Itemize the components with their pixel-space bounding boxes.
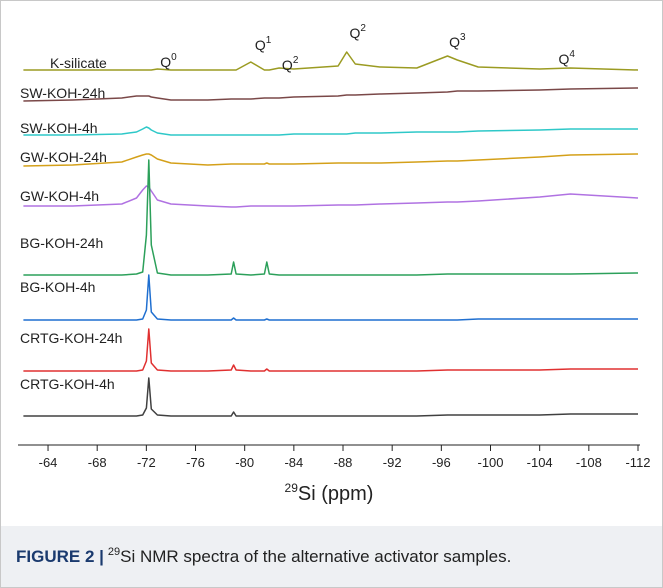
annotation-sup: 3 [460,32,466,43]
annotation: Q1 [255,35,272,53]
caption-sup: 29 [108,546,120,558]
annotation-label: Q [350,25,361,41]
series-label: BG-KOH-4h [20,279,95,295]
caption-label: FIGURE 2 | [16,547,104,566]
spectrum [23,153,639,167]
series-label: GW-KOH-4h [20,188,99,204]
x-tick-label: -104 [527,455,553,470]
spectrum [23,159,639,276]
annotation-label: Q [449,34,460,50]
spectrum [23,126,638,136]
x-tick-label: -92 [383,455,402,470]
series-label: CRTG-KOH-24h [20,330,122,346]
x-tick-label: -88 [334,455,353,470]
spectrum [23,87,639,102]
annotation-sup: 1 [266,35,272,46]
x-tick-label: -84 [284,455,303,470]
spectrum [23,274,638,321]
x-tick-label: -100 [477,455,503,470]
caption-background [1,526,662,587]
annotation: Q4 [558,49,575,67]
spectrum [23,51,639,71]
annotation: Q2 [282,55,299,73]
x-tick-label: -80 [235,455,254,470]
series-label: CRTG-KOH-4h [20,376,115,392]
x-axis-label: 29Si (ppm) [285,481,374,505]
annotation-label: Q [255,37,266,53]
annotation: Q3 [449,32,466,50]
annotation-label: Q [160,54,171,70]
annotation-label: Q [558,51,569,67]
series-label: GW-KOH-24h [20,149,107,165]
annotation-sup: 0 [171,52,177,63]
annotation-sup: 2 [293,55,299,66]
x-tick-label: -72 [137,455,156,470]
series-label: SW-KOH-24h [20,85,105,101]
series-label: SW-KOH-4h [20,120,98,136]
x-tick-label: -112 [625,455,650,470]
caption-text: Si NMR spectra of the alternative activa… [120,547,511,566]
caption: FIGURE 2 | 29Si NMR spectra of the altern… [16,546,511,566]
spectrum [23,185,639,208]
x-tick-label: -76 [186,455,205,470]
annotation: Q0 [160,52,177,70]
annotation: Q2 [350,23,367,41]
x-tick-label: -64 [39,455,58,470]
x-axis-label-text: Si (ppm) [298,483,374,505]
annotation-sup: 2 [360,23,366,34]
spectrum [23,328,638,372]
x-tick-label: -68 [88,455,107,470]
x-axis-label-sup: 29 [285,481,299,495]
x-tick-label: -108 [576,455,602,470]
annotation-label: Q [282,57,293,73]
annotation-sup: 4 [569,49,575,60]
series-label: K-silicate [50,55,107,71]
series-label: BG-KOH-24h [20,235,103,251]
spectrum [23,377,638,417]
x-tick-label: -96 [432,455,451,470]
